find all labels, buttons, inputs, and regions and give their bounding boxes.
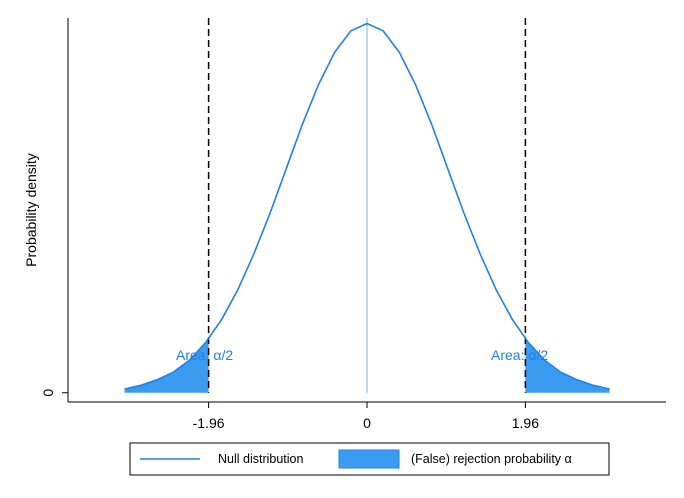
axes: -1.96 0 1.96 0 [40,18,666,431]
legend: Null distribution (False) rejection prob… [129,442,610,476]
legend-label-rejection-probability: (False) rejection probability α [411,452,572,466]
x-tick-label: 0 [363,415,371,431]
density-curve [124,22,610,390]
y-axis-title: Probability density [23,153,39,267]
rejection-area-left [124,338,209,393]
x-tick-label: -1.96 [193,415,225,431]
legend-label-null-distribution: Null distribution [218,452,304,466]
x-tick-label: 1.96 [512,415,539,431]
annotation-right-tail: Area: α/2 [491,347,548,363]
plot-region [124,18,610,393]
y-tick-label: 0 [40,389,56,397]
legend-box-swatch [338,449,400,469]
annotation-left-tail: Area: α/2 [176,347,233,363]
rejection-area-right [525,338,610,393]
